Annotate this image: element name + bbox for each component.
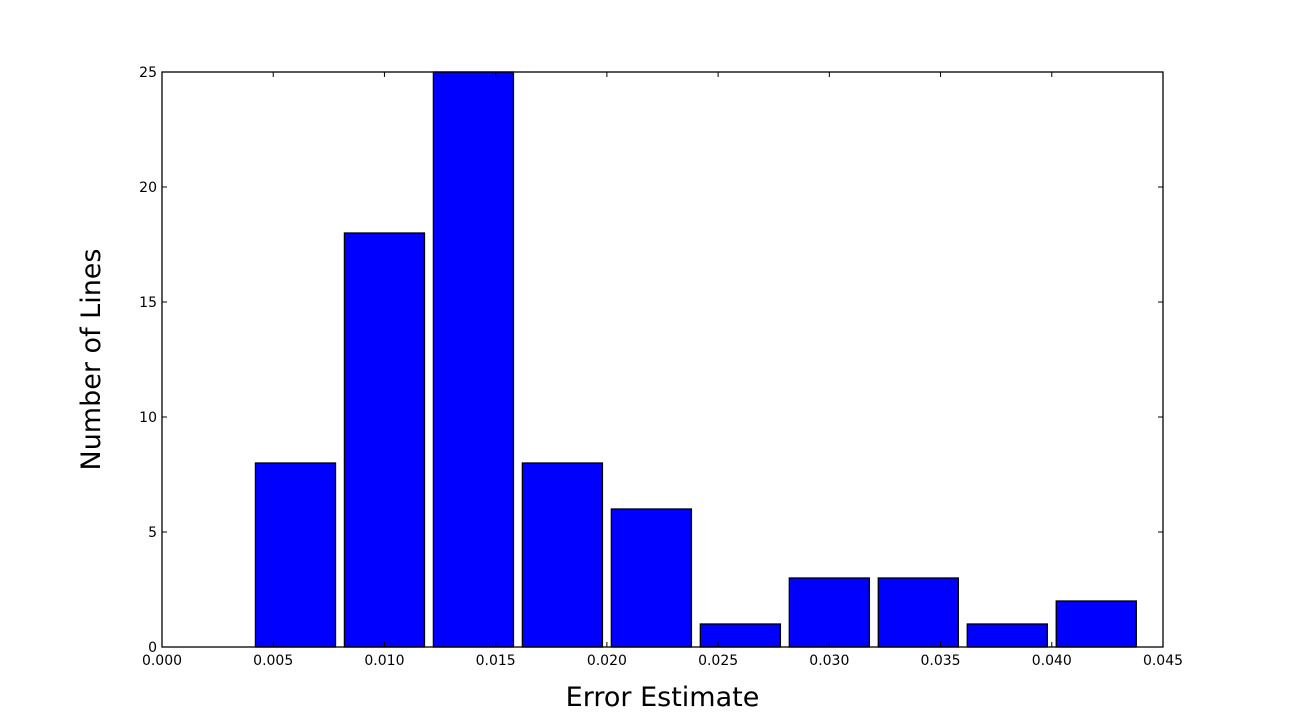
x-tick-label-9: 0.045 (1143, 653, 1183, 669)
y-tick-label-2: 10 (139, 410, 157, 426)
x-tick-label-5: 0.025 (698, 653, 738, 669)
x-tick-label-6: 0.030 (809, 653, 849, 669)
y-tick-label-0: 0 (148, 640, 157, 656)
x-tick-label-8: 0.040 (1032, 653, 1072, 669)
x-tick-label-1: 0.005 (253, 653, 293, 669)
x-axis-title: Error Estimate (566, 682, 760, 713)
x-tick-label-3: 0.015 (476, 653, 516, 669)
histogram-bar-9 (1056, 601, 1136, 647)
y-tick-label-3: 15 (139, 295, 157, 311)
histogram-bar-5 (700, 624, 780, 647)
bars-layer (255, 72, 1136, 647)
histogram-bar-2 (433, 72, 513, 647)
histogram-bar-3 (522, 463, 602, 647)
y-axis-title: Number of Lines (76, 249, 107, 471)
histogram-bar-7 (878, 578, 958, 647)
histogram-bar-0 (255, 463, 335, 647)
histogram-bar-1 (344, 233, 424, 647)
x-tick-label-2: 0.010 (364, 653, 404, 669)
y-tick-label-5: 25 (139, 65, 157, 81)
histogram-bar-6 (789, 578, 869, 647)
histogram-bar-8 (967, 624, 1047, 647)
histogram-bar-4 (611, 509, 691, 647)
y-tick-label-4: 20 (139, 180, 157, 196)
x-tick-label-7: 0.035 (921, 653, 961, 669)
y-tick-label-1: 5 (148, 525, 157, 541)
x-tick-label-4: 0.020 (587, 653, 627, 669)
